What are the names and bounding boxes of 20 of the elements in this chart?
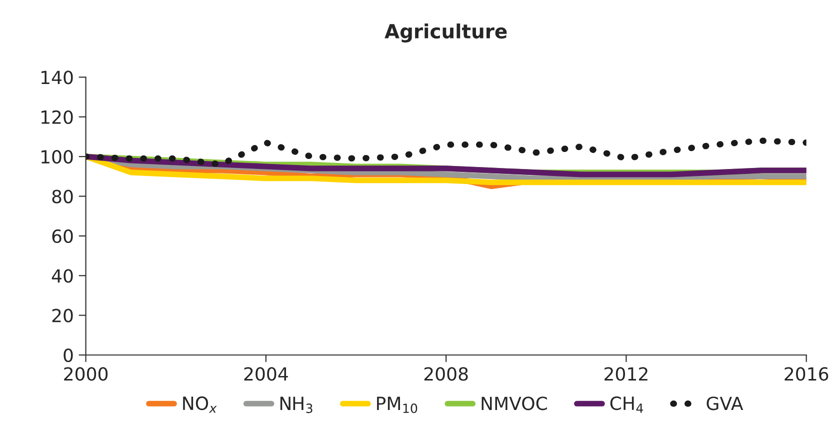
x-tick-label: 2012 bbox=[604, 367, 648, 381]
legend-label: NH$_{3}$ bbox=[280, 396, 312, 414]
x-tick-label: 2016 bbox=[784, 367, 828, 381]
legend-label: NO$_{x}$ bbox=[183, 396, 217, 413]
x-tick-label: 2000 bbox=[64, 367, 108, 381]
x-tick-label: 2004 bbox=[244, 367, 288, 381]
y-tick-label: 40 bbox=[52, 269, 73, 283]
chart-title: Agriculture bbox=[384, 24, 507, 42]
legend-label: PM$_{10}$ bbox=[377, 396, 418, 414]
y-tick-label: 60 bbox=[52, 229, 73, 244]
x-tick-label: 2008 bbox=[424, 367, 468, 381]
y-tick-label: 140 bbox=[42, 70, 73, 84]
legend-label: NMVOC bbox=[482, 396, 547, 410]
y-tick-label: 120 bbox=[42, 110, 73, 124]
legend-label: GVA bbox=[706, 396, 744, 410]
legend-label: CH$_{4}$ bbox=[610, 396, 644, 413]
y-tick-label: 20 bbox=[52, 308, 73, 322]
y-tick-label: 100 bbox=[42, 150, 73, 164]
y-tick-label: 0 bbox=[64, 348, 73, 362]
y-tick-label: 80 bbox=[52, 190, 73, 204]
